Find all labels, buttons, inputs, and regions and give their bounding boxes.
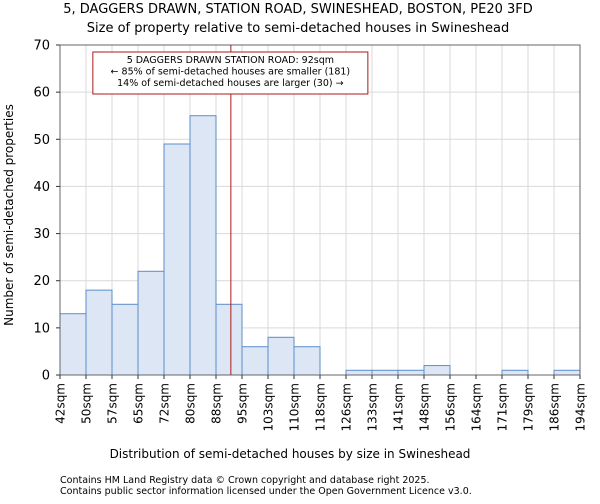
bar-80sqm: [189, 115, 217, 376]
y-tick-label-1: 10: [33, 321, 50, 336]
bar-72sqm: [163, 143, 191, 376]
annotation-rect: [92, 51, 369, 95]
annotation-box: 5 DAGGERS DRAWN STATION ROAD: 92sqm ← 85…: [92, 51, 369, 95]
x-tick-label-19: 186sqm: [548, 383, 562, 431]
bar-88sqm: [215, 303, 243, 376]
footer-line-2: Contains public sector information licen…: [60, 486, 472, 497]
ytick-layer: 0 10 20 30 40 50 60 70: [33, 39, 60, 384]
y-tick-label-5: 50: [33, 133, 50, 148]
x-tick-label-10: 118sqm: [314, 383, 328, 431]
bar-171sqm: [501, 369, 529, 376]
bar-133sqm: [371, 369, 399, 376]
x-tick-label-20: 194sqm: [574, 383, 588, 431]
annotation-line-2: ← 85% of semi-detached houses are smalle…: [111, 67, 351, 78]
x-tick-label-1: 50sqm: [80, 383, 94, 424]
annotation-line-1: 5 DAGGERS DRAWN STATION ROAD: 92sqm: [127, 55, 334, 66]
x-tick-label-11: 126sqm: [340, 383, 354, 431]
x-tick-label-15: 156sqm: [444, 383, 458, 431]
bars-layer: [59, 115, 581, 376]
y-axis-label: Number of semi-detached properties: [2, 104, 16, 326]
bar-65sqm: [137, 270, 165, 376]
y-tick-label-3: 30: [33, 227, 50, 242]
annotation-line-3: 14% of semi-detached houses are larger (…: [117, 78, 344, 89]
x-tick-label-13: 141sqm: [392, 383, 406, 431]
bar-141sqm: [397, 369, 425, 376]
x-tick-label-8: 103sqm: [262, 383, 276, 431]
x-axis-label: Distribution of semi-detached houses by …: [110, 447, 471, 461]
x-tick-label-0: 42sqm: [54, 383, 68, 424]
bar-95sqm: [241, 346, 269, 376]
y-tick-label-7: 70: [33, 39, 50, 54]
bar-57sqm: [111, 303, 139, 376]
x-tick-label-2: 57sqm: [106, 383, 120, 424]
bar-103sqm: [267, 336, 295, 376]
chart-title: 5, DAGGERS DRAWN, STATION ROAD, SWINESHE…: [63, 2, 533, 17]
x-tick-label-18: 179sqm: [522, 383, 536, 431]
x-tick-label-7: 95sqm: [236, 383, 250, 424]
y-tick-label-6: 60: [33, 86, 50, 101]
chart-subtitle: Size of property relative to semi-detach…: [87, 21, 510, 36]
bar-148sqm: [423, 365, 451, 376]
x-tick-label-5: 80sqm: [184, 383, 198, 424]
bar-50sqm: [85, 289, 113, 376]
y-tick-label-4: 40: [33, 180, 50, 195]
x-tick-label-6: 88sqm: [210, 383, 224, 424]
bar-110sqm: [293, 346, 321, 376]
bar-42sqm: [59, 313, 87, 376]
x-tick-label-9: 110sqm: [288, 383, 302, 431]
x-tick-label-12: 133sqm: [366, 383, 380, 431]
x-tick-label-14: 148sqm: [418, 383, 432, 431]
xtick-layer: 42sqm 50sqm 57sqm 65sqm 72sqm 80sqm 88sqm 95sqm…: [54, 375, 588, 431]
x-tick-label-4: 72sqm: [158, 383, 172, 424]
bar-126sqm: [345, 369, 373, 376]
x-tick-label-3: 65sqm: [132, 383, 146, 424]
x-tick-label-16: 164sqm: [470, 383, 484, 431]
y-tick-label-0: 0: [42, 369, 50, 384]
footer-line-1: Contains HM Land Registry data © Crown c…: [60, 475, 430, 486]
y-tick-label-2: 20: [33, 274, 50, 289]
bar-186sqm: [553, 369, 581, 376]
x-tick-label-17: 171sqm: [496, 383, 510, 431]
